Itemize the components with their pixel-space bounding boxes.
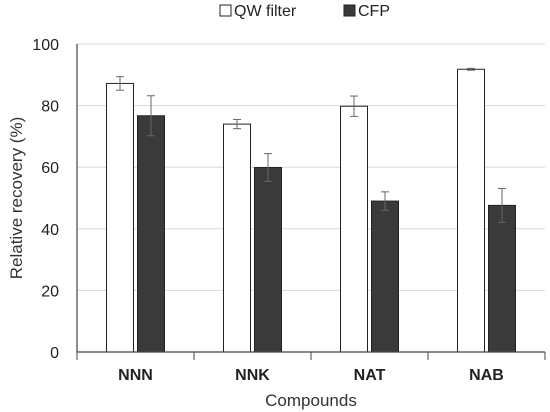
legend-swatch-cfp bbox=[343, 4, 356, 17]
y-tick-label: 80 bbox=[41, 99, 59, 116]
y-tick-label: 20 bbox=[41, 283, 59, 300]
bar-cfp-nat bbox=[371, 200, 399, 353]
bar-cfp-nnk bbox=[254, 167, 282, 353]
y-tick-label: 0 bbox=[50, 345, 59, 362]
bar-qw-filter-nat bbox=[340, 105, 368, 353]
legend: QW filter CFP bbox=[219, 3, 390, 20]
bar-qw-filter-nnk bbox=[223, 123, 251, 353]
legend-swatch-qw-filter bbox=[219, 4, 232, 17]
bars bbox=[106, 67, 516, 353]
bar-cfp-nnn bbox=[137, 115, 165, 353]
x-tick-label: NNK bbox=[235, 367, 270, 384]
bar-qw-filter-nab bbox=[457, 68, 485, 353]
legend-label-cfp: CFP bbox=[358, 3, 390, 20]
x-tick-label: NAT bbox=[354, 367, 386, 384]
y-tick-label: 60 bbox=[41, 160, 59, 177]
y-tick-label: 40 bbox=[41, 222, 59, 239]
y-tick-label: 100 bbox=[32, 37, 59, 54]
axes bbox=[76, 44, 546, 360]
y-axis-title: Relative recovery (%) bbox=[7, 117, 26, 280]
legend-label-qw-filter: QW filter bbox=[234, 3, 297, 20]
bar-qw-filter-nnn bbox=[106, 82, 134, 353]
x-tick-label: NAB bbox=[469, 367, 504, 384]
x-axis-title: Compounds bbox=[265, 391, 357, 410]
y-tick-labels: 0 20 40 60 80 100 bbox=[32, 37, 59, 362]
x-tick-labels: NNN NNK NAT NAB bbox=[118, 367, 504, 384]
bar-cfp-nab bbox=[488, 204, 516, 353]
x-tick-label: NNN bbox=[118, 367, 153, 384]
